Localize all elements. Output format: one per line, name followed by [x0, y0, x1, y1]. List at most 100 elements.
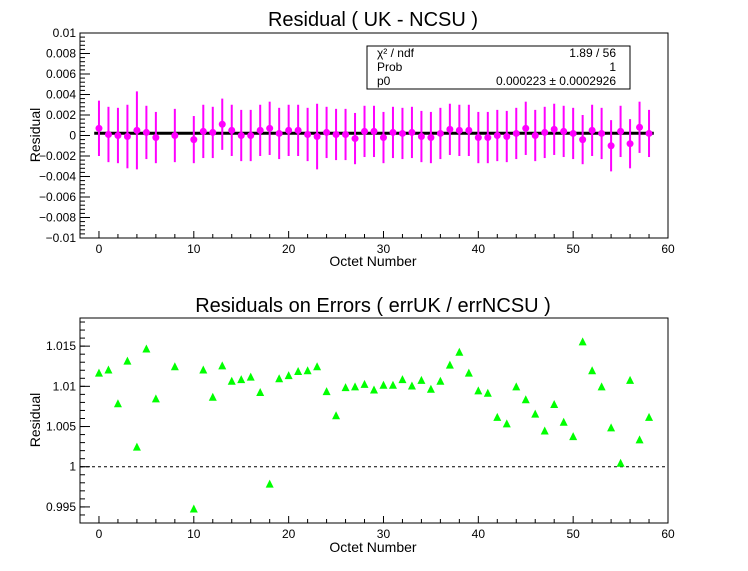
- y-tick-label: 0.002: [46, 108, 76, 122]
- ratio-point: [351, 382, 360, 391]
- ratio-point: [189, 504, 198, 513]
- x-tick-label: 20: [282, 242, 296, 256]
- ratio-point: [531, 409, 540, 418]
- ratio-point: [151, 394, 160, 403]
- ratio-point: [616, 458, 625, 467]
- y-tick-label: −0.01: [46, 231, 77, 245]
- residual-point: [427, 134, 435, 142]
- x-tick-label: 30: [377, 242, 391, 256]
- residual-point: [379, 134, 387, 142]
- residual-point: [237, 132, 245, 139]
- x-tick-label: 60: [661, 527, 675, 541]
- residual-point: [152, 134, 160, 142]
- residual-point: [569, 129, 577, 137]
- stats-box: χ² / ndf 1.89 / 56 Prob 1 p0 0.000223 ± …: [366, 45, 631, 90]
- residual-point: [636, 123, 644, 131]
- residual-point: [332, 130, 340, 138]
- residual-point: [398, 129, 406, 137]
- ratio-point: [265, 479, 274, 488]
- residual-point: [417, 133, 425, 141]
- ratio-point: [388, 380, 397, 389]
- x-tick-label: 40: [472, 527, 486, 541]
- residual-point: [342, 130, 350, 138]
- ratio-point: [170, 362, 179, 371]
- residual-point: [294, 126, 302, 134]
- residual-point: [607, 142, 615, 150]
- residual-points: [95, 91, 653, 172]
- ratio-point: [132, 442, 141, 451]
- ratio-point: [502, 419, 511, 428]
- residual-point: [285, 126, 293, 134]
- y-tick-label: −0.008: [39, 211, 76, 225]
- ratio-point: [569, 432, 578, 441]
- ratio-point: [635, 435, 644, 444]
- ratio-point: [322, 387, 331, 396]
- residual-point: [351, 135, 359, 143]
- residual-point: [190, 136, 198, 144]
- ratio-point: [303, 366, 312, 375]
- residual-point: [588, 126, 596, 134]
- stats-p0-value: 0.000223 ± 0.0002926: [496, 74, 616, 88]
- residual-panel: Residual ( UK - NCSU ) 0 10 20 30 40 50 60−0.0…: [27, 9, 675, 269]
- residual-title: Residual ( UK - NCSU ): [268, 9, 478, 31]
- residual-point: [104, 130, 112, 138]
- residual-point: [522, 124, 530, 132]
- ratio-point: [284, 371, 293, 380]
- ratio-point: [275, 374, 284, 383]
- ratio-point: [104, 365, 113, 374]
- residual-axes: 0 10 20 30 40 50 60−0.01−0.008−0.006−0.004−0.0…: [39, 26, 675, 256]
- ratio-point: [237, 375, 246, 384]
- ratio-point: [94, 368, 103, 377]
- residual-point: [560, 127, 568, 135]
- y-tick-label: 0.008: [46, 47, 76, 61]
- ratio-point: [578, 337, 587, 346]
- x-tick-label: 50: [566, 527, 580, 541]
- ratio-point: [199, 365, 208, 374]
- ratio-point: [550, 400, 559, 409]
- residual-point: [550, 125, 558, 133]
- residual-point: [313, 133, 321, 141]
- residual-point: [218, 120, 226, 128]
- ratio-point: [512, 382, 521, 391]
- residual-point: [512, 129, 520, 137]
- ratio-point: [645, 412, 654, 421]
- stats-chi2-label: χ² / ndf: [377, 46, 415, 60]
- y-tick-label: 1: [69, 460, 76, 474]
- ratio-point: [464, 368, 473, 377]
- ratio-point: [607, 423, 616, 432]
- residual-point: [228, 126, 236, 134]
- ratio-point: [294, 367, 303, 376]
- ratio-point: [113, 399, 122, 408]
- ratio-point: [474, 386, 483, 395]
- y-tick-label: 1.005: [46, 420, 76, 434]
- ratio-point: [123, 356, 132, 365]
- ratio-point: [588, 366, 597, 375]
- ratio-point: [398, 375, 407, 384]
- residual-point: [446, 125, 454, 133]
- ratio-point: [426, 384, 435, 393]
- residual-point: [304, 130, 312, 138]
- residual-point: [95, 124, 103, 132]
- residual-point: [579, 136, 587, 144]
- y-tick-label: 1.015: [46, 339, 76, 353]
- x-tick-label: 30: [377, 527, 391, 541]
- residual-point: [370, 127, 378, 135]
- stats-p0-label: p0: [377, 74, 391, 88]
- ratio-point: [142, 344, 151, 353]
- x-tick-label: 40: [472, 242, 486, 256]
- error-ratio-xlabel: Octet Number: [329, 539, 416, 555]
- ratio-point: [417, 375, 426, 384]
- residual-xlabel: Octet Number: [329, 253, 416, 269]
- ratio-point: [559, 417, 568, 426]
- residual-point: [142, 128, 150, 136]
- residual-point: [617, 127, 625, 135]
- y-tick-label: 1.01: [53, 379, 77, 393]
- x-tick-label: 0: [96, 242, 103, 256]
- residual-point: [266, 124, 274, 132]
- ratio-point: [313, 362, 322, 371]
- x-tick-label: 10: [187, 242, 201, 256]
- residual-point: [493, 132, 501, 139]
- y-tick-label: 0.995: [46, 500, 76, 514]
- ratio-point: [455, 347, 464, 356]
- residual-point: [199, 127, 207, 135]
